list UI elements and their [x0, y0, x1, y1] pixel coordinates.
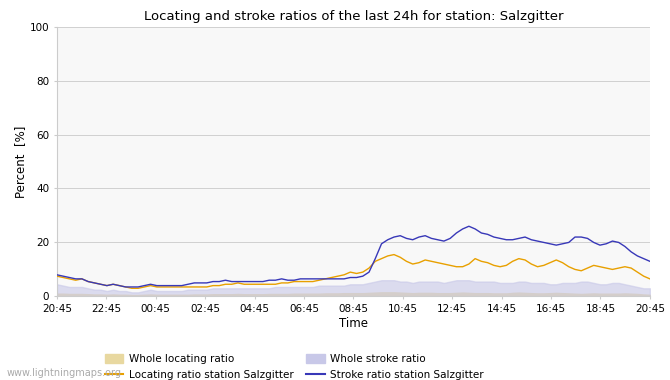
Text: www.lightningmaps.org: www.lightningmaps.org	[7, 368, 122, 378]
Y-axis label: Percent  [%]: Percent [%]	[14, 125, 27, 198]
X-axis label: Time: Time	[339, 317, 368, 330]
Legend: Whole locating ratio, Locating ratio station Salzgitter, Whole stroke ratio, Str: Whole locating ratio, Locating ratio sta…	[100, 350, 488, 380]
Title: Locating and stroke ratios of the last 24h for station: Salzgitter: Locating and stroke ratios of the last 2…	[143, 10, 563, 23]
